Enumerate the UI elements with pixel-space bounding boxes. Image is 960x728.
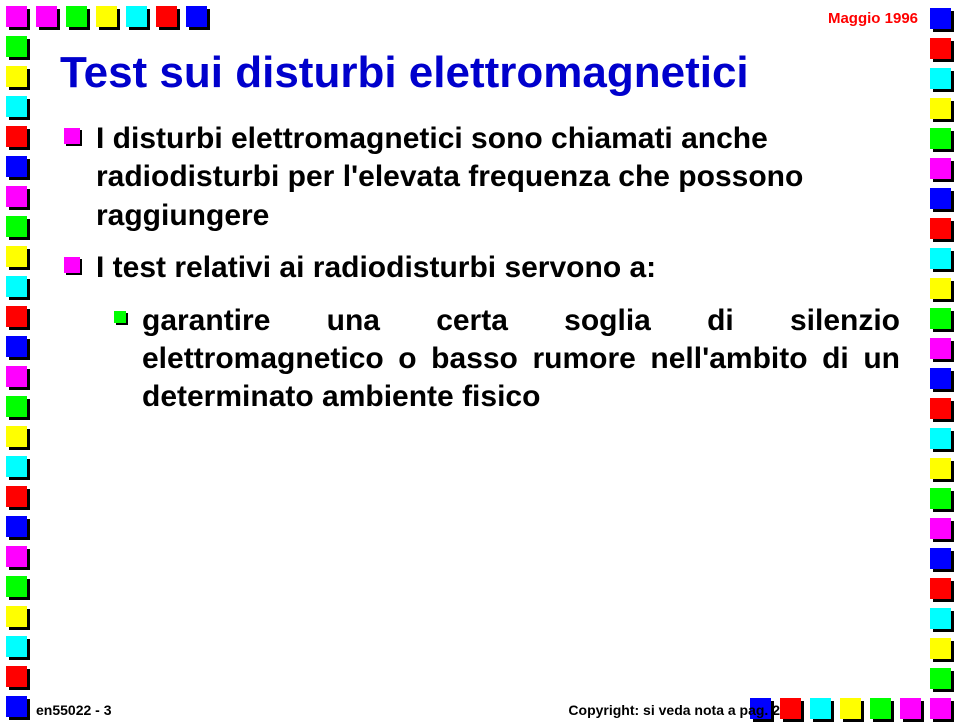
border-square-icon [6, 336, 30, 360]
border-square-icon [6, 156, 30, 180]
border-square-icon [810, 698, 834, 722]
border-square-icon [930, 38, 954, 62]
border-right [930, 6, 954, 722]
border-square-icon [870, 698, 894, 722]
border-square-icon [36, 6, 60, 30]
border-top [36, 6, 924, 30]
border-square-icon [930, 488, 954, 512]
bullet-square-icon [64, 257, 82, 275]
border-square-icon [6, 96, 30, 120]
border-square-icon [6, 66, 30, 90]
border-square-icon [6, 576, 30, 600]
footer-right: Copyright: si veda nota a pag. 2 [568, 702, 780, 718]
border-square-icon [930, 398, 954, 422]
border-square-icon [156, 6, 180, 30]
border-square-icon [930, 128, 954, 152]
border-square-icon [6, 6, 30, 30]
border-square-icon [930, 458, 954, 482]
border-square-icon [930, 8, 954, 32]
border-square-icon [6, 456, 30, 480]
border-square-icon [6, 426, 30, 450]
border-square-icon [6, 366, 30, 390]
border-square-icon [930, 218, 954, 242]
border-square-icon [6, 666, 30, 690]
border-square-icon [930, 638, 954, 662]
border-square-icon [930, 578, 954, 602]
border-square-icon [840, 698, 864, 722]
border-square-icon [930, 428, 954, 452]
border-square-icon [930, 278, 954, 302]
border-square-icon [930, 608, 954, 632]
border-square-icon [126, 6, 150, 30]
border-square-icon [6, 546, 30, 570]
border-square-icon [6, 636, 30, 660]
border-square-icon [66, 6, 90, 30]
border-square-icon [6, 306, 30, 330]
border-square-icon [6, 246, 30, 270]
border-square-icon [900, 698, 924, 722]
border-square-icon [930, 188, 954, 212]
border-square-icon [6, 606, 30, 630]
border-square-icon [930, 158, 954, 182]
border-left [6, 6, 30, 722]
bullet-2-1-text: garantire una certa soglia di silenzio e… [142, 302, 900, 417]
border-square-icon [930, 248, 954, 272]
date-stamp: Maggio 1996 [828, 10, 918, 27]
border-square-icon [6, 186, 30, 210]
border-square-icon [6, 696, 30, 720]
border-bottom [36, 698, 924, 722]
footer-left: en55022 - 3 [36, 702, 112, 718]
bullet-square-icon [64, 128, 82, 146]
slide-content: Test sui disturbi elettromagnetici I dis… [60, 48, 900, 668]
border-square-icon [930, 518, 954, 542]
border-square-icon [930, 308, 954, 332]
bullet-2-text: I test relativi ai radiodisturbi servono… [96, 249, 656, 287]
border-square-icon [930, 98, 954, 122]
bullet-2: I test relativi ai radiodisturbi servono… [60, 249, 900, 287]
border-square-icon [6, 216, 30, 240]
border-square-icon [6, 396, 30, 420]
border-square-icon [6, 276, 30, 300]
border-square-icon [6, 36, 30, 60]
border-square-icon [930, 338, 954, 362]
border-square-icon [930, 548, 954, 572]
bullet-2-1: garantire una certa soglia di silenzio e… [60, 302, 900, 417]
bullet-1-text: I disturbi elettromagnetici sono chiamat… [96, 120, 900, 235]
bullet-square-icon [114, 311, 128, 325]
border-square-icon [930, 668, 954, 692]
bullet-1: I disturbi elettromagnetici sono chiamat… [60, 120, 900, 235]
border-square-icon [186, 6, 210, 30]
border-square-icon [6, 126, 30, 150]
border-square-icon [6, 486, 30, 510]
border-square-icon [780, 698, 804, 722]
page-title: Test sui disturbi elettromagnetici [60, 48, 900, 98]
border-square-icon [930, 698, 954, 722]
border-square-icon [6, 516, 30, 540]
border-square-icon [96, 6, 120, 30]
border-square-icon [930, 68, 954, 92]
border-square-icon [930, 368, 954, 392]
